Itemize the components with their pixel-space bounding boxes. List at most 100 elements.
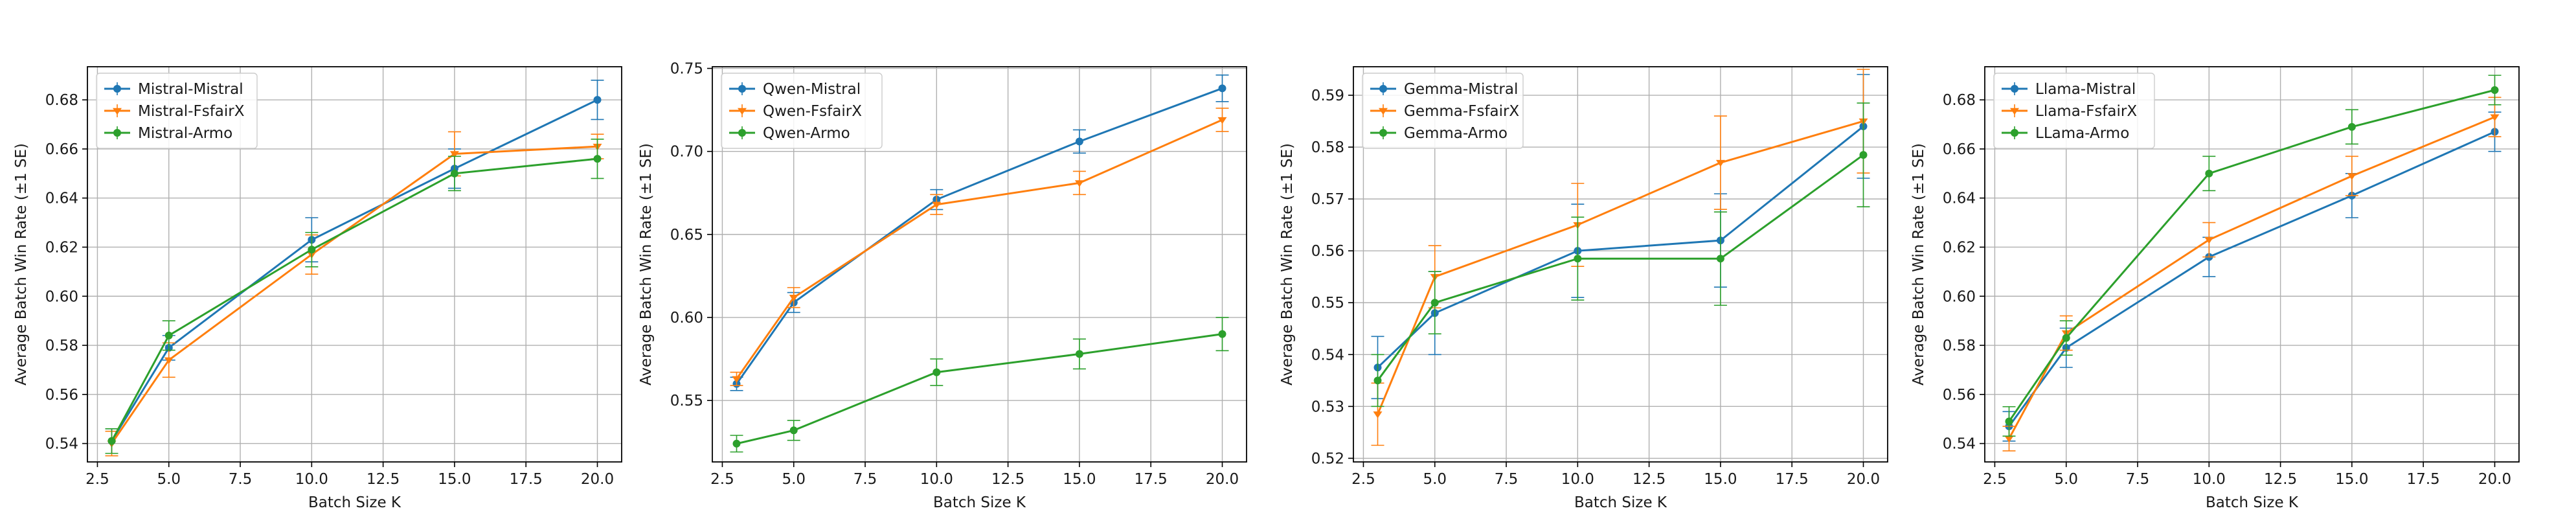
data-point bbox=[450, 169, 458, 178]
legend-marker bbox=[113, 85, 121, 93]
series-qwen-fsfairx bbox=[730, 108, 1229, 386]
axes-frame bbox=[1353, 66, 1888, 463]
x-tick-label: 2.5 bbox=[710, 471, 734, 488]
data-point bbox=[932, 201, 942, 209]
y-tick-label: 0.56 bbox=[1943, 387, 1976, 404]
axes-frame bbox=[1984, 66, 2520, 463]
legend-label: Qwen-Armo bbox=[763, 125, 850, 142]
y-axis-label: Average Batch Win Rate (±1 SE) bbox=[1279, 143, 1296, 385]
legend-entry: Gemma-Armo bbox=[1370, 125, 1508, 142]
legend-entry: Llama-Mistral bbox=[2002, 81, 2136, 98]
x-tick-label: 5.0 bbox=[1423, 471, 1447, 488]
y-tick-label: 0.66 bbox=[45, 141, 78, 158]
legend-label: Mistral-Armo bbox=[138, 125, 232, 142]
y-axis-label: Average Batch Win Rate (±1 SE) bbox=[1910, 143, 1927, 385]
legend: Gemma-Mistral Gemma-FsfairX Gemma-Armo bbox=[1362, 73, 1524, 149]
data-point bbox=[1716, 255, 1724, 263]
data-point bbox=[2347, 122, 2356, 131]
data-point bbox=[932, 368, 941, 376]
data-point bbox=[1715, 159, 1725, 167]
data-point bbox=[789, 295, 798, 302]
legend-entry: Gemma-Mistral bbox=[1370, 81, 1518, 98]
data-point bbox=[2205, 169, 2213, 178]
x-tick-label: 7.5 bbox=[2126, 471, 2150, 488]
legend-marker bbox=[738, 85, 746, 93]
data-point bbox=[449, 151, 459, 158]
legend-entry: LLama-Armo bbox=[2002, 125, 2129, 142]
data-point bbox=[1217, 117, 1227, 124]
legend-marker bbox=[2011, 85, 2018, 93]
data-point bbox=[1074, 180, 1084, 187]
data-point bbox=[2204, 236, 2214, 244]
legend-marker bbox=[113, 129, 121, 137]
x-tick-label: 15.0 bbox=[1063, 471, 1096, 488]
data-point bbox=[2004, 435, 2014, 443]
x-tick-label: 12.5 bbox=[2264, 471, 2297, 488]
data-point bbox=[593, 96, 602, 104]
x-tick-label: 10.0 bbox=[2193, 471, 2226, 488]
series-llama-fsfairx bbox=[2002, 97, 2502, 452]
y-tick-label: 0.56 bbox=[1311, 243, 1344, 260]
data-point bbox=[1574, 255, 1582, 263]
y-axis-label: Average Batch Win Rate (±1 SE) bbox=[13, 143, 30, 385]
data-point bbox=[308, 246, 316, 254]
series-mistral-armo bbox=[105, 138, 604, 454]
x-tick-label: 15.0 bbox=[2335, 471, 2368, 488]
y-tick-label: 0.56 bbox=[45, 387, 78, 404]
data-point bbox=[1218, 84, 1226, 93]
y-tick-label: 0.62 bbox=[45, 239, 78, 256]
legend-marker bbox=[738, 108, 747, 115]
legend-label: Llama-FsfairX bbox=[2035, 103, 2137, 120]
x-tick-label: 2.5 bbox=[1351, 471, 1375, 488]
axes-frame bbox=[712, 66, 1247, 463]
x-axis-label: Batch Size K bbox=[308, 494, 401, 511]
data-point bbox=[1373, 411, 1383, 419]
data-point bbox=[2347, 173, 2356, 180]
y-tick-label: 0.75 bbox=[670, 61, 703, 78]
y-tick-label: 0.54 bbox=[45, 436, 78, 453]
x-tick-label: 15.0 bbox=[438, 471, 471, 488]
legend-entry: Mistral-Armo bbox=[104, 125, 232, 142]
legend-label: Llama-Mistral bbox=[2035, 81, 2136, 98]
x-tick-label: 12.5 bbox=[991, 471, 1024, 488]
data-point bbox=[2491, 86, 2499, 94]
data-point bbox=[2005, 417, 2013, 426]
y-tick-label: 0.54 bbox=[1311, 347, 1344, 363]
y-tick-label: 0.58 bbox=[1943, 338, 1976, 354]
data-point bbox=[789, 426, 798, 435]
x-tick-label: 20.0 bbox=[1847, 471, 1880, 488]
legend-box bbox=[1993, 73, 2155, 149]
legend-entry: Qwen-FsfairX bbox=[729, 103, 862, 120]
axes-frame bbox=[87, 66, 622, 463]
legend-label: Gemma-Mistral bbox=[1404, 81, 1518, 98]
data-point bbox=[1075, 137, 1083, 146]
x-tick-label: 20.0 bbox=[2478, 471, 2511, 488]
data-point bbox=[732, 439, 741, 448]
y-tick-label: 0.62 bbox=[1943, 239, 1976, 256]
data-point bbox=[164, 357, 174, 365]
y-tick-label: 0.65 bbox=[670, 227, 703, 244]
x-tick-label: 5.0 bbox=[2054, 471, 2078, 488]
data-point bbox=[1373, 376, 1382, 385]
legend-marker bbox=[2010, 108, 2019, 115]
data-point bbox=[1218, 330, 1226, 338]
legend-entry: Gemma-FsfairX bbox=[1370, 103, 1519, 120]
data-point bbox=[164, 331, 173, 339]
x-tick-label: 17.5 bbox=[2407, 471, 2440, 488]
data-point bbox=[107, 437, 116, 445]
data-point bbox=[593, 155, 602, 163]
legend-label: Qwen-Mistral bbox=[763, 81, 861, 98]
legend: Qwen-Mistral Qwen-FsfairX Qwen-Armo bbox=[721, 73, 883, 149]
y-tick-label: 0.57 bbox=[1311, 191, 1344, 208]
series-gemma-armo bbox=[1371, 102, 1870, 407]
y-tick-label: 0.64 bbox=[1943, 190, 1976, 207]
x-tick-label: 20.0 bbox=[1206, 471, 1239, 488]
y-tick-label: 0.70 bbox=[670, 144, 703, 161]
y-tick-label: 0.60 bbox=[1943, 288, 1976, 305]
legend-entry: Mistral-FsfairX bbox=[104, 103, 245, 120]
x-axis-label: Batch Size K bbox=[2206, 494, 2299, 511]
x-tick-label: 10.0 bbox=[1561, 471, 1594, 488]
y-tick-label: 0.53 bbox=[1311, 398, 1344, 415]
y-tick-label: 0.64 bbox=[45, 190, 78, 207]
